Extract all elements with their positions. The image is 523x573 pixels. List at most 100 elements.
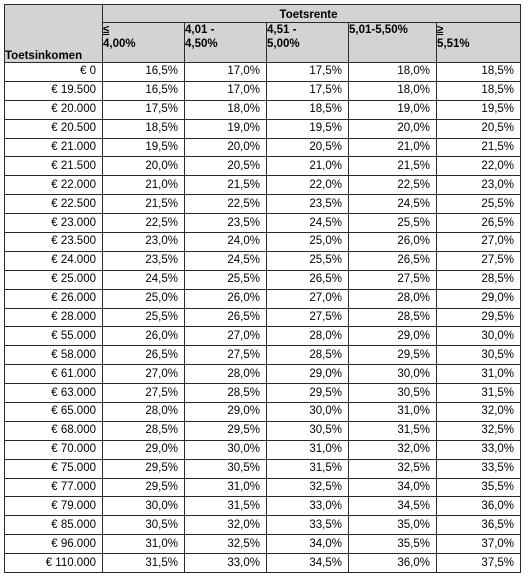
percentage-cell: 26,5% (348, 250, 437, 271)
percentage-cell: 27,5% (266, 307, 349, 328)
percentage-cell: 29,0% (184, 402, 267, 422)
percentage-cell: 32,5% (266, 477, 349, 498)
percentage-cell: 19,5% (102, 137, 185, 158)
percentage-cell: 20,5% (435, 118, 522, 139)
percentage-cell: 21,0% (266, 156, 349, 177)
percentage-cell: 22,5% (102, 213, 185, 234)
percentage-cell: 29,5% (348, 345, 437, 366)
percentage-cell: 33,0% (435, 439, 522, 460)
percentage-cell: 29,0% (435, 288, 522, 309)
percentage-cell: 21,5% (348, 156, 437, 177)
percentage-cell: 30,5% (102, 515, 185, 536)
table-row: € 65.000 28,0% 29,0% 30,0% 31,0% 32,0% (4, 402, 522, 422)
income-cell: € 25.000 (4, 269, 103, 290)
table-row: € 77.000 29,5% 31,0% 32,5% 34,0% 35,5% (4, 477, 522, 498)
percentage-cell: 29,5% (184, 420, 267, 441)
table-row: € 22.000 21,0% 21,5% 22,0% 22,5% 23,0% (4, 175, 522, 196)
income-cell: € 55.000 (4, 326, 103, 347)
table-row: € 96.000 31,0% 32,5% 34,0% 35,5% 37,0% (4, 534, 522, 555)
percentage-cell: 25,0% (266, 232, 349, 252)
percentage-cell: 31,0% (102, 534, 185, 555)
percentage-cell: 22,5% (348, 175, 437, 196)
col-header-band-5: ≥ 5,51% (435, 22, 522, 63)
income-cell: € 21.000 (4, 137, 103, 158)
percentage-cell: 27,5% (348, 269, 437, 290)
percentage-cell: 31,0% (348, 402, 437, 422)
le-sign: ≤ (103, 24, 110, 36)
percentage-cell: 31,5% (102, 553, 185, 573)
percentage-cell: 17,0% (184, 62, 267, 82)
table-row: € 0 16,5% 17,0% 17,5% 18,0% 18,5% (4, 62, 522, 82)
percentage-cell: 35,5% (435, 477, 522, 498)
col-header-band-2-line1: 4,01 - (185, 24, 215, 36)
percentage-cell: 36,0% (435, 496, 522, 517)
percentage-cell: 23,0% (102, 232, 185, 252)
percentage-cell: 27,0% (184, 326, 267, 347)
col-header-band-1: ≤ 4,00% (102, 22, 185, 63)
table-row: € 22.500 21,5% 22,5% 23,5% 24,5% 25,5% (4, 194, 522, 215)
percentage-cell: 19,0% (348, 99, 437, 120)
col-header-band-2: 4,01 - 4,50% (184, 22, 267, 63)
percentage-cell: 32,5% (435, 420, 522, 441)
percentage-cell: 21,5% (184, 175, 267, 196)
percentage-cell: 28,5% (102, 420, 185, 441)
table-row: € 26.000 25,0% 26,0% 27,0% 28,0% 29,0% (4, 288, 522, 309)
percentage-cell: 27,5% (435, 250, 522, 271)
percentage-cell: 29,5% (102, 477, 185, 498)
percentage-cell: 20,5% (266, 137, 349, 158)
percentage-cell: 35,5% (348, 534, 437, 555)
income-cell: € 22.000 (4, 175, 103, 196)
percentage-cell: 25,5% (435, 194, 522, 215)
percentage-cell: 28,5% (266, 345, 349, 366)
percentage-cell: 18,0% (348, 80, 437, 101)
percentage-cell: 30,0% (266, 402, 349, 422)
percentage-cell: 32,5% (184, 534, 267, 555)
percentage-cell: 18,5% (435, 62, 522, 82)
col-header-band-3-line1: 4,51 - (267, 24, 297, 36)
percentage-cell: 37,5% (435, 553, 522, 573)
percentage-cell: 35,0% (348, 515, 437, 536)
percentage-cell: 30,0% (348, 364, 437, 385)
col-header-band-4: 5,01-5,50% (348, 22, 437, 63)
percentage-cell: 20,0% (184, 137, 267, 158)
percentage-cell: 17,5% (266, 62, 349, 82)
percentage-cell: 22,0% (435, 156, 522, 177)
percentage-cell: 17,0% (184, 80, 267, 101)
percentage-cell: 25,5% (184, 269, 267, 290)
percentage-cell: 16,5% (102, 80, 185, 101)
income-cell: € 24.000 (4, 250, 103, 271)
table-row: € 79.000 30,0% 31,5% 33,0% 34,5% 36,0% (4, 496, 522, 517)
percentage-cell: 31,5% (348, 420, 437, 441)
income-cell: € 79.000 (4, 496, 103, 517)
percentage-cell: 19,5% (266, 118, 349, 139)
percentage-cell: 26,5% (435, 213, 522, 234)
percentage-cell: 26,5% (266, 269, 349, 290)
row-header-toetsinkomen: Toetsinkomen (4, 4, 103, 63)
percentage-cell: 28,5% (184, 383, 267, 404)
table-row: € 25.000 24,5% 25,5% 26,5% 27,5% 28,5% (4, 269, 522, 290)
income-cell: € 68.000 (4, 420, 103, 441)
col-header-band-3-line2: 5,00% (267, 38, 300, 50)
percentage-cell: 30,5% (435, 345, 522, 366)
percentage-cell: 32,0% (184, 515, 267, 536)
percentage-cell: 33,5% (435, 458, 522, 479)
income-cell: € 23.000 (4, 213, 103, 234)
percentage-cell: 36,0% (348, 553, 437, 573)
percentage-cell: 26,0% (184, 288, 267, 309)
percentage-cell: 21,5% (435, 137, 522, 158)
percentage-cell: 29,5% (435, 307, 522, 328)
percentage-cell: 30,0% (184, 439, 267, 460)
group-header-toetsrente: Toetsrente (101, 4, 522, 23)
percentage-cell: 30,5% (266, 420, 349, 441)
table-body: € 0 16,5% 17,0% 17,5% 18,0% 18,5% € 19.500 16,5… (4, 62, 522, 573)
percentage-cell: 22,5% (184, 194, 267, 215)
percentage-cell: 18,5% (266, 99, 349, 120)
percentage-cell: 24,5% (348, 194, 437, 215)
percentage-cell: 23,5% (266, 194, 349, 215)
percentage-cell: 28,0% (348, 288, 437, 309)
income-cell: € 21.500 (4, 156, 103, 177)
percentage-cell: 21,0% (348, 137, 437, 158)
income-cell: € 0 (4, 62, 103, 82)
percentage-cell: 27,0% (102, 364, 185, 385)
percentage-cell: 24,5% (266, 213, 349, 234)
